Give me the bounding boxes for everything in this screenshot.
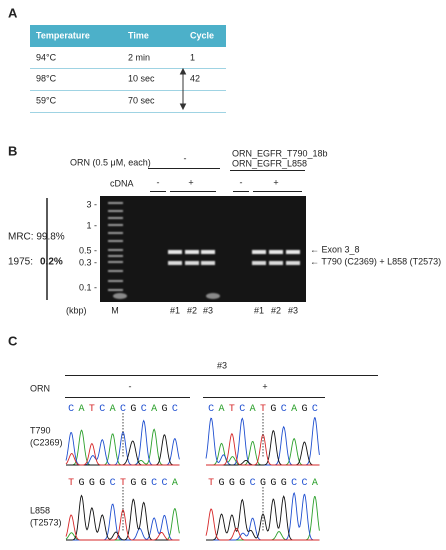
chromatogram-trace xyxy=(65,442,180,466)
table-cell: 42 xyxy=(190,73,200,83)
band-label: ← Exon 3_8 xyxy=(310,244,360,254)
ladder-label: 0.3 - xyxy=(79,257,97,267)
marker-label: M xyxy=(111,305,119,315)
table-cell: 1 xyxy=(190,52,195,62)
gel xyxy=(100,196,306,302)
lane-label: #3 xyxy=(288,305,298,315)
table-cell: 94°C xyxy=(36,52,57,62)
cdna-label: cDNA xyxy=(110,178,134,188)
sample-label: #3 xyxy=(217,360,227,370)
orn-label: ORN xyxy=(30,383,50,393)
orn-condition: ORN_EGFR_T790_18b xyxy=(232,148,328,158)
panel-label: B xyxy=(8,143,17,158)
row-name: (C2369) xyxy=(30,437,63,447)
row-name: L858 xyxy=(30,505,50,515)
ratio-value: 0.2% xyxy=(40,257,63,268)
lane-label: #2 xyxy=(187,305,197,315)
chromatogram-trace xyxy=(206,437,320,466)
mrc-label: MRC: 99.8% xyxy=(8,232,65,243)
orn-condition: ORN_EGFR_L858 xyxy=(232,158,307,168)
ladder-label: 0.1 - xyxy=(79,282,97,292)
table-cell: 98°C xyxy=(36,73,57,83)
lane-label: #3 xyxy=(203,305,213,315)
table-cell: 59°C xyxy=(36,95,57,105)
cdna-condition: + xyxy=(188,177,193,187)
lane-label: #1 xyxy=(254,305,264,315)
lane-label: #1 xyxy=(170,305,180,315)
panel-label: A xyxy=(8,5,18,20)
cdna-condition: - xyxy=(240,177,243,187)
ladder-label: 3 - xyxy=(86,199,97,209)
orn-condition: - xyxy=(184,153,187,163)
row-name: (T2573) xyxy=(30,517,62,527)
ratio-label: 1975: xyxy=(8,257,33,268)
table-cell: 2 min xyxy=(128,52,150,62)
orn-condition: + xyxy=(262,381,267,391)
lane-label: #2 xyxy=(271,305,281,315)
row-name: T790 xyxy=(30,425,51,435)
orn-label: ORN (0.5 μM, each) xyxy=(70,157,151,167)
table-header: Temperature xyxy=(36,30,90,40)
panel-label: C xyxy=(8,333,18,348)
chromatogram-trace xyxy=(205,508,320,541)
table-header: Time xyxy=(128,30,149,40)
chromatogram-trace xyxy=(206,429,320,466)
ladder-label: 1 - xyxy=(86,220,97,230)
band-label: ← T790 (C2369) + L858 (T2573) xyxy=(310,256,441,266)
unit-label: (kbp) xyxy=(66,305,87,315)
table-header: Cycle xyxy=(190,30,214,40)
table-cell: 10 sec xyxy=(128,73,155,83)
orn-condition: - xyxy=(129,381,132,391)
chromatogram-trace xyxy=(65,509,180,541)
table-cell: 70 sec xyxy=(128,95,155,105)
ladder-label: 0.5 - xyxy=(79,245,97,255)
table-header-bg xyxy=(30,25,226,47)
cycle-arrow xyxy=(179,67,187,111)
chromatogram-trace xyxy=(66,494,180,541)
cdna-condition: - xyxy=(157,177,160,187)
cdna-condition: + xyxy=(273,177,278,187)
